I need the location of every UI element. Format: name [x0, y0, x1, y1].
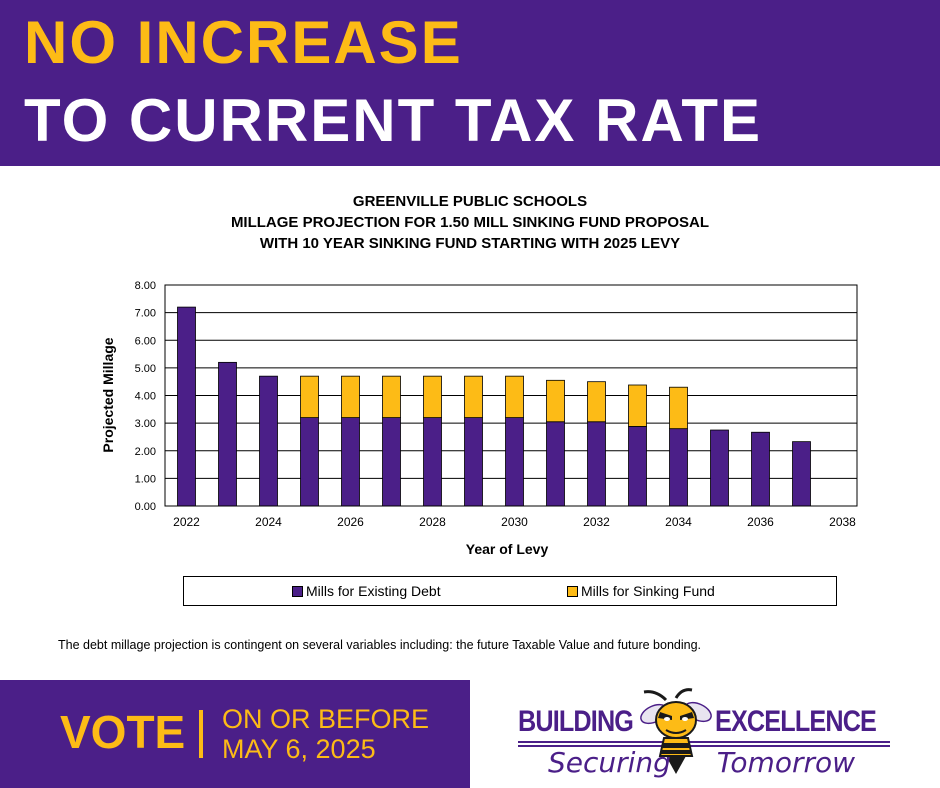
millage-chart: 0.00 1.00 2.00 3.00 4.00 5.00 6.00 7.00 8.00 202…	[100, 280, 858, 557]
bar-sinking-fund	[669, 386, 688, 430]
x-tick-label: 2034	[665, 515, 692, 529]
legend-item-existing-debt: Mills for Existing Debt	[292, 583, 441, 599]
chart-title-line-3: WITH 10 YEAR SINKING FUND STARTING WITH …	[259, 235, 681, 252]
bar-existing-debt	[792, 441, 811, 507]
logo-tagline-tomorrow: Tomorrow	[716, 746, 856, 779]
bar-sinking-fund	[341, 375, 360, 419]
headline-line-2: TO CURRENT TAX RATE	[24, 87, 762, 154]
legend-label-sinking-fund: Mills for Sinking Fund	[581, 583, 715, 599]
legend-swatch-existing-debt	[292, 585, 303, 597]
x-tick-label: 2022	[173, 515, 200, 529]
bar-existing-debt	[341, 417, 360, 507]
logo-word-excellence: EXCELLENCE	[715, 705, 877, 738]
y-axis-label: Projected Millage	[100, 337, 116, 452]
y-tick-label: 8.00	[135, 280, 156, 292]
bar-sinking-fund	[587, 381, 606, 423]
vote-label: VOTE	[60, 706, 186, 758]
bar-sinking-fund	[423, 375, 442, 419]
bar-sinking-fund	[464, 375, 483, 419]
yellow-jacket-mascot-icon	[640, 688, 712, 774]
bar-existing-debt	[505, 417, 524, 507]
logo-tagline-securing: Securing	[548, 746, 671, 779]
bar-existing-debt	[300, 417, 319, 507]
y-tick-label: 4.00	[135, 391, 156, 403]
bar-existing-debt	[546, 421, 565, 507]
y-tick-label: 0.00	[135, 501, 156, 513]
bar-existing-debt	[259, 375, 278, 507]
bar-existing-debt	[628, 426, 647, 507]
chart-title-line-1: GREENVILLE PUBLIC SCHOOLS	[352, 193, 588, 210]
x-tick-label: 2032	[583, 515, 610, 529]
y-tick-label: 2.00	[135, 446, 156, 458]
x-axis-label: Year of Levy	[466, 541, 549, 557]
x-tick-label: 2026	[337, 515, 364, 529]
y-tick-label: 5.00	[135, 363, 156, 375]
bar-sinking-fund	[382, 375, 401, 419]
bar-sinking-fund	[505, 375, 524, 419]
logo-rule-bottom	[518, 745, 890, 747]
bar-existing-debt	[669, 428, 688, 507]
bar-existing-debt	[464, 417, 483, 507]
bar-existing-debt	[177, 306, 196, 507]
y-tick-label: 3.00	[135, 418, 156, 430]
y-tick-label: 6.00	[135, 335, 156, 347]
chart-legend: Mills for Existing Debt Mills for Sinkin…	[183, 576, 837, 606]
headline-banner: NO INCREASE TO CURRENT TAX RATE	[0, 0, 940, 166]
y-tick-label: 7.00	[135, 308, 156, 320]
legend-swatch-sinking-fund	[567, 585, 578, 597]
x-tick-label: 2030	[501, 515, 528, 529]
bar-sinking-fund	[546, 379, 565, 423]
logo-tagline: Securing Tomorrow	[548, 746, 855, 779]
bar-existing-debt	[710, 429, 729, 507]
logo-rule-top	[518, 741, 890, 743]
legend-label-existing-debt: Mills for Existing Debt	[306, 583, 441, 599]
chart-title-line-2: MILLAGE PROJECTION FOR 1.50 MILL SINKING…	[230, 214, 710, 231]
x-tick-label: 2038	[829, 515, 856, 529]
bar-existing-debt	[751, 431, 770, 507]
x-tick-label: 2024	[255, 515, 282, 529]
vote-date-line-2: MAY 6, 2025	[222, 734, 376, 764]
bar-sinking-fund	[300, 375, 319, 419]
footnote: The debt millage projection is contingen…	[58, 638, 702, 652]
vote-panel	[0, 680, 470, 788]
bar-existing-debt	[382, 417, 401, 507]
bar-existing-debt	[587, 421, 606, 507]
legend-item-sinking-fund: Mills for Sinking Fund	[567, 583, 715, 599]
y-tick-label: 1.00	[135, 473, 156, 485]
x-tick-label: 2036	[747, 515, 774, 529]
logo-word-building: BUILDING	[518, 705, 634, 738]
headline-line-1: NO INCREASE	[24, 9, 463, 76]
vote-date-line-1: ON OR BEFORE	[222, 704, 430, 734]
plot-area-border	[164, 284, 858, 507]
vote-divider	[199, 710, 203, 758]
bar-sinking-fund	[628, 384, 647, 427]
x-tick-label: 2028	[419, 515, 446, 529]
bar-existing-debt	[423, 417, 442, 507]
bar-existing-debt	[218, 361, 237, 507]
